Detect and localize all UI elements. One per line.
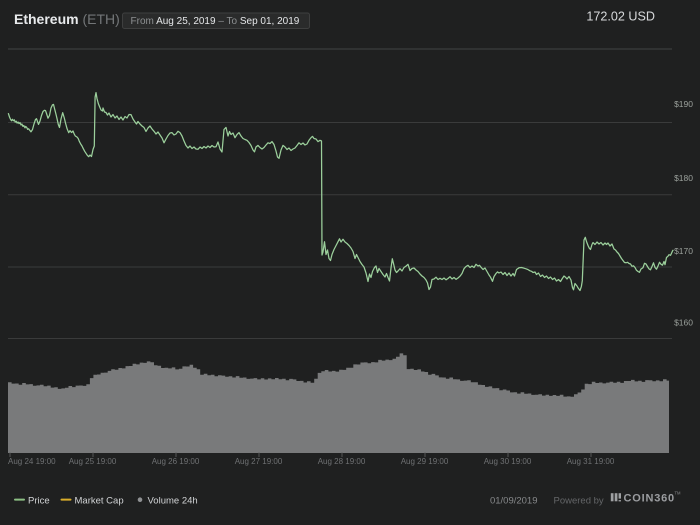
svg-text:Aug 29 19:00: Aug 29 19:00: [401, 457, 449, 466]
svg-text:Aug 24 19:00: Aug 24 19:00: [8, 457, 56, 466]
svg-text:Aug 27 19:00: Aug 27 19:00: [235, 457, 283, 466]
svg-text:$180: $180: [674, 173, 693, 183]
svg-text:01/09/2019: 01/09/2019: [490, 495, 538, 506]
svg-text:Price: Price: [28, 495, 50, 506]
svg-text:$160: $160: [674, 318, 693, 328]
svg-text:Aug 31 19:00: Aug 31 19:00: [567, 457, 615, 466]
svg-text:Aug 26 19:00: Aug 26 19:00: [152, 457, 200, 466]
svg-text:$190: $190: [674, 99, 693, 109]
svg-text:172.02 USD: 172.02 USD: [586, 10, 655, 24]
svg-text:Aug 28 19:00: Aug 28 19:00: [318, 457, 366, 466]
svg-text:Aug 25 19:00: Aug 25 19:00: [69, 457, 117, 466]
svg-text:Powered by: Powered by: [554, 495, 604, 506]
svg-text:COIN360: COIN360: [624, 492, 675, 504]
svg-text:TM: TM: [675, 491, 682, 496]
svg-text:$170: $170: [674, 246, 693, 256]
svg-text:Market Cap: Market Cap: [75, 495, 124, 506]
svg-text:Aug 30 19:00: Aug 30 19:00: [484, 457, 532, 466]
svg-text:Volume 24h: Volume 24h: [148, 495, 198, 506]
svg-text:From Aug 25, 2019 – To Sep 01,: From Aug 25, 2019 – To Sep 01, 2019: [131, 16, 300, 27]
svg-text:Ethereum (ETH): Ethereum (ETH): [14, 11, 120, 27]
